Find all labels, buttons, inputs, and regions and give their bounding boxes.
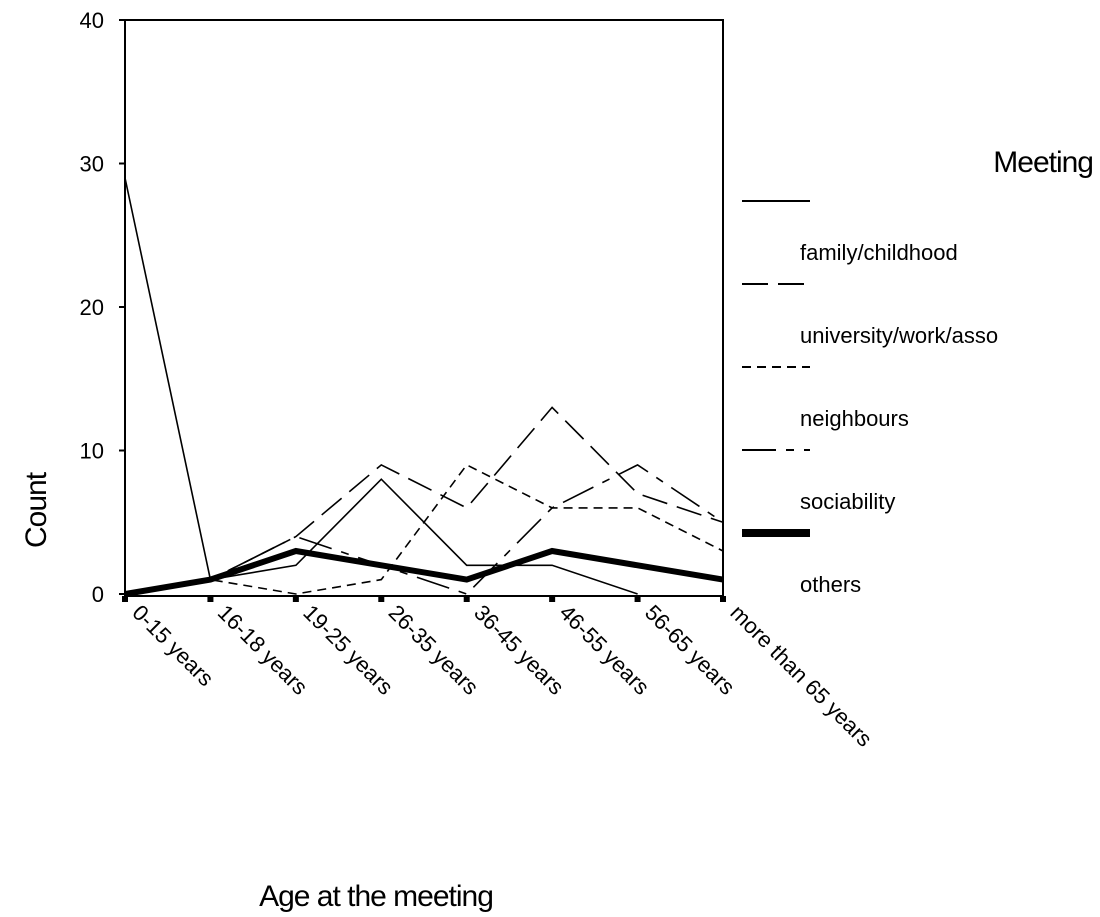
y-axis: 0 10 20 30 40 (80, 8, 125, 607)
y-tick-label: 20 (80, 295, 104, 320)
x-tick-label: 36-45 years (469, 600, 569, 700)
y-tick-label: 0 (92, 582, 104, 607)
x-tick-mark (463, 596, 470, 602)
y-axis-title: Count (20, 471, 53, 548)
y-tick-label: 30 (80, 152, 104, 177)
legend-label: family/childhood (800, 240, 958, 265)
plot-area (124, 19, 724, 597)
y-tick-label: 40 (80, 8, 104, 33)
series-line-sociability (124, 463, 724, 595)
x-tick-mark (207, 596, 214, 602)
x-tick-label: 0-15 years (127, 600, 218, 691)
series-line-university-work-asso (124, 406, 724, 595)
x-tick-mark (292, 596, 299, 602)
legend: Meeting family/childhood university/work/… (742, 146, 1094, 597)
legend-label: university/work/asso (800, 323, 998, 348)
series-line-others (124, 547, 724, 597)
x-tick-mark (549, 596, 556, 602)
x-tick-label: 19-25 years (298, 600, 398, 700)
legend-label: sociability (800, 489, 895, 514)
x-tick-mark (634, 596, 641, 602)
x-tick-label: 46-55 years (555, 600, 655, 700)
x-tick-label: more than 65 years (725, 600, 877, 752)
series-lines (124, 177, 724, 597)
legend-label: neighbours (800, 406, 909, 431)
x-tick-label: 56-65 years (640, 600, 740, 700)
series-line-neighbours (124, 463, 724, 595)
x-tick-label: 26-35 years (384, 600, 484, 700)
x-axis-title: Age at the meeting (259, 880, 493, 913)
x-tick-label: 16-18 years (213, 600, 313, 700)
legend-label: others (800, 572, 861, 597)
y-tick-label: 10 (80, 439, 104, 464)
series-line-family-childhood (124, 177, 638, 595)
x-tick-mark (720, 596, 726, 602)
legend-title: Meeting (993, 146, 1093, 179)
x-tick-mark (122, 596, 128, 602)
x-tick-mark (378, 596, 385, 602)
